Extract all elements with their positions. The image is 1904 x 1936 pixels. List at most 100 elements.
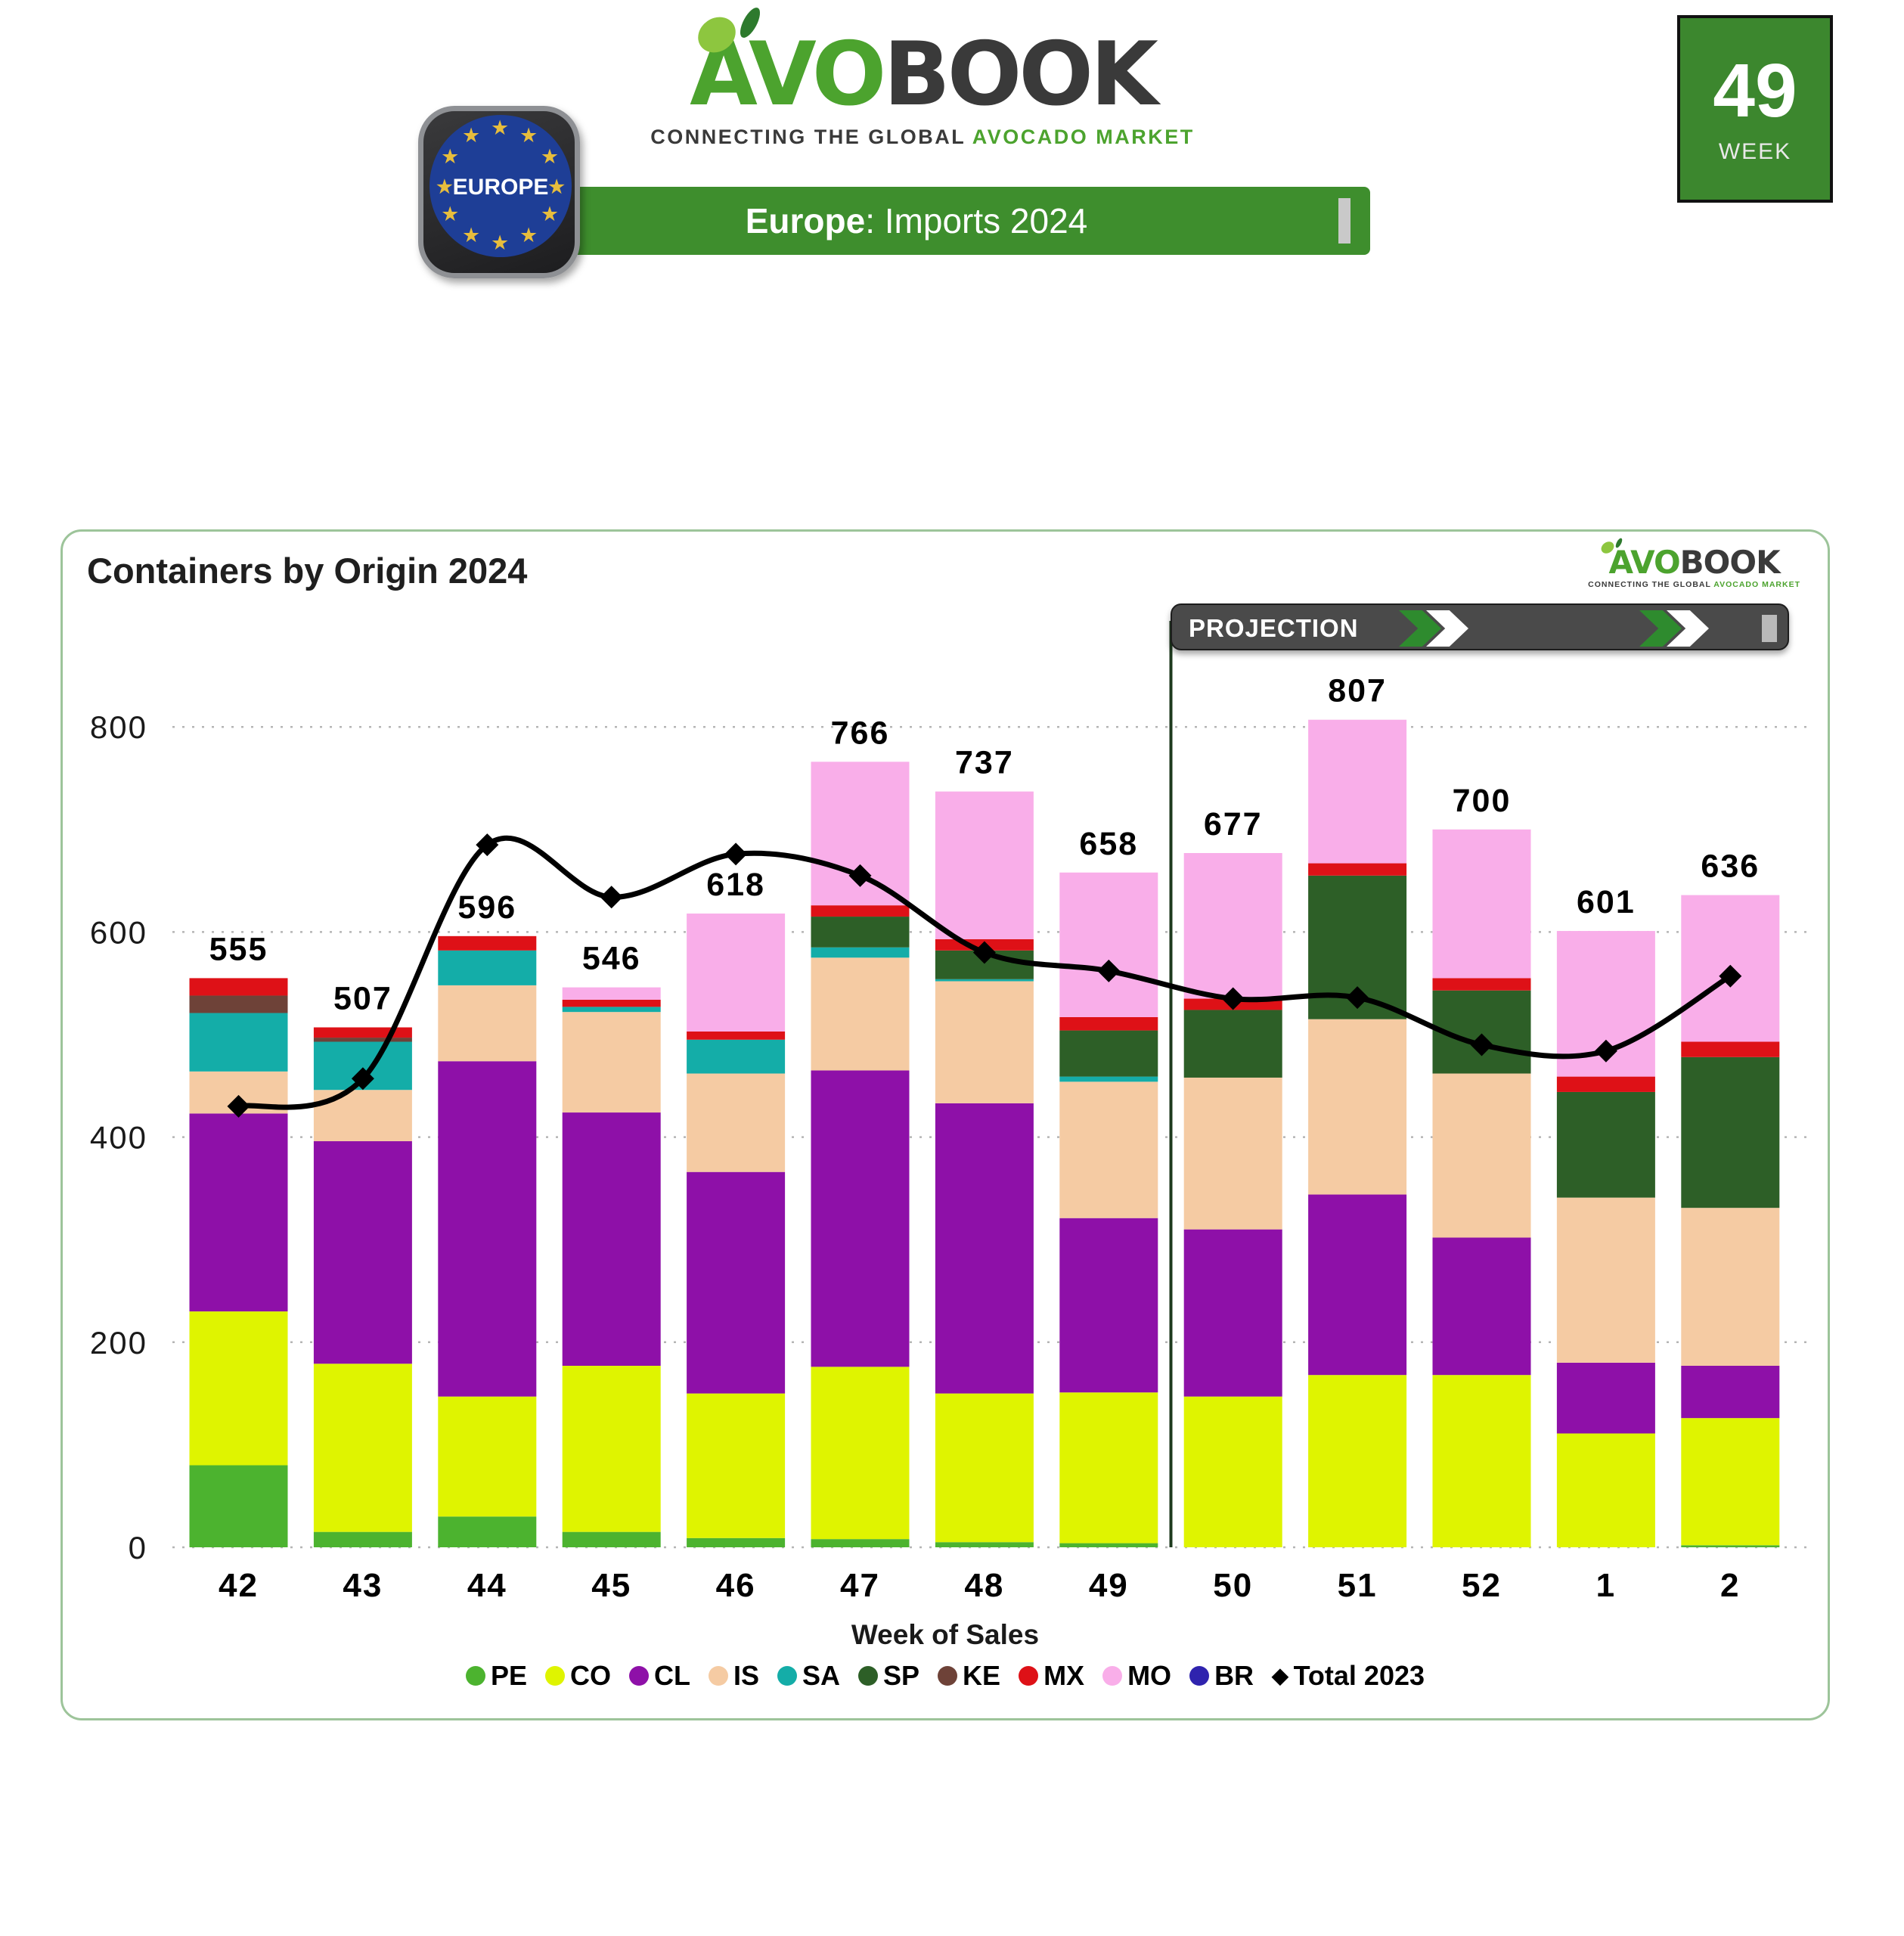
chart-legend: PE CO CL IS SA SP KE MX MO BR ◆ Total 2023	[63, 1660, 1828, 1692]
segment-SP-week-2	[1681, 1056, 1780, 1208]
avobook-logo-text: AVOBOOK	[690, 8, 1158, 121]
segment-SA-week-49	[1059, 1076, 1158, 1082]
x-tick-51: 51	[1338, 1567, 1378, 1604]
eu-star-icon: ★	[540, 145, 560, 168]
bar-week-51	[1308, 719, 1407, 1547]
bar-week-43	[313, 1027, 412, 1547]
segment-CO-week-49	[1059, 1392, 1158, 1544]
segment-MO-week-51	[1308, 719, 1407, 864]
total-label-week-46: 618	[706, 867, 765, 903]
segment-SP-week-50	[1183, 1010, 1282, 1078]
legend-label: CL	[653, 1660, 690, 1691]
mini-logo-tagline: CONNECTING THE GLOBAL AVOCADO MARKET	[1588, 580, 1800, 589]
avobook-logo: AVOBOOK CONNECTING THE GLOBAL AVOCADO MA…	[628, 8, 1217, 149]
projection-endcap	[1762, 615, 1777, 642]
legend-dot-icon	[938, 1666, 958, 1686]
segment-IS-week-46	[687, 1073, 786, 1172]
segment-MX-week-51	[1308, 863, 1407, 876]
legend-label: MX	[1043, 1660, 1085, 1691]
x-tick-49: 49	[1089, 1567, 1129, 1604]
segment-KE-week-43	[313, 1038, 412, 1042]
total-label-week-1: 601	[1577, 884, 1636, 920]
segment-MO-week-49	[1059, 872, 1158, 1017]
legend-label: MO	[1127, 1660, 1172, 1691]
legend-dot-icon	[465, 1666, 485, 1686]
avocado-leaf-icon	[1601, 538, 1623, 554]
banner-region: Europe	[745, 201, 866, 240]
y-tick-600: 600	[90, 914, 147, 950]
legend-item-KE: KE	[938, 1660, 1000, 1692]
total-label-week-43: 507	[333, 981, 392, 1017]
segment-CO-week-43	[313, 1364, 412, 1532]
x-tick-50: 50	[1213, 1567, 1253, 1604]
projection-banner: PROJECTION	[1171, 603, 1789, 650]
segment-IS-week-49	[1059, 1081, 1158, 1218]
segment-IS-week-51	[1308, 1019, 1407, 1195]
total-label-week-51: 807	[1328, 673, 1387, 709]
diamond-marker-44	[476, 833, 499, 857]
segment-CL-week-48	[935, 1103, 1034, 1394]
legend-dot-icon	[777, 1666, 797, 1686]
segment-CL-week-2	[1681, 1365, 1780, 1419]
segment-CL-week-43	[313, 1141, 412, 1364]
bar-week-47	[811, 762, 910, 1547]
logo-tagline: CONNECTING THE GLOBAL AVOCADO MARKET	[628, 126, 1217, 149]
total-label-week-42: 555	[209, 931, 268, 967]
tagline-green: AVOCADO MARKET	[972, 125, 1195, 148]
segment-CO-week-51	[1308, 1375, 1407, 1547]
segment-MX-week-49	[1059, 1016, 1158, 1031]
y-tick-800: 800	[90, 709, 147, 745]
total-label-week-45: 546	[582, 941, 641, 977]
segment-MX-week-44	[438, 935, 537, 951]
bar-week-49	[1059, 872, 1158, 1547]
segment-PE-week-2	[1681, 1545, 1780, 1547]
segment-MO-week-52	[1432, 829, 1531, 979]
segment-SA-week-47	[811, 947, 910, 958]
diamond-marker-51	[1346, 986, 1369, 1010]
legend-diamond-icon: ◆	[1272, 1664, 1288, 1687]
legend-label: Total 2023	[1293, 1660, 1425, 1691]
eu-star-icon: ★	[462, 223, 481, 247]
segment-MX-week-42	[189, 978, 288, 996]
segment-SA-week-42	[189, 1013, 288, 1072]
y-tick-400: 400	[90, 1120, 147, 1156]
bar-week-44	[438, 935, 537, 1547]
total-label-week-44: 596	[457, 889, 516, 926]
y-tick-0: 0	[129, 1530, 147, 1565]
segment-CO-week-1	[1556, 1433, 1655, 1547]
segment-CO-week-47	[811, 1367, 910, 1540]
segment-SA-week-45	[562, 1007, 661, 1013]
segment-MX-week-45	[562, 999, 661, 1007]
diamond-marker-52	[1470, 1033, 1493, 1056]
bar-week-45	[562, 987, 661, 1547]
bar-week-52	[1432, 829, 1531, 1547]
diamond-marker-47	[848, 864, 872, 887]
segment-IS-week-50	[1183, 1077, 1282, 1230]
x-tick-1: 1	[1596, 1567, 1616, 1604]
europe-badge: ★EUROPE★ ★ ★ ★ ★ ★ ★ ★ ★ ★ ★	[418, 106, 580, 278]
diamond-marker-42	[227, 1094, 250, 1118]
diamond-marker-50	[1221, 987, 1245, 1010]
legend-item-CO: CO	[544, 1660, 611, 1692]
legend-label: CO	[569, 1660, 611, 1691]
legend-label: BR	[1214, 1660, 1254, 1691]
legend-item-IS: IS	[708, 1660, 759, 1692]
x-axis-title: Week of Sales	[851, 1619, 1040, 1650]
segment-MO-week-46	[687, 913, 786, 1032]
x-tick-42: 42	[219, 1567, 259, 1604]
segment-PE-week-44	[438, 1516, 537, 1547]
segment-CL-week-42	[189, 1113, 288, 1312]
eu-star-icon: ★	[436, 177, 453, 197]
segment-CL-week-49	[1059, 1218, 1158, 1393]
segment-MX-week-43	[313, 1027, 412, 1038]
segment-CL-week-46	[687, 1171, 786, 1394]
mini-tagline-green: AVOCADO MARKET	[1713, 580, 1800, 589]
eu-star-icon: ★	[462, 124, 481, 147]
segment-CO-week-44	[438, 1396, 537, 1517]
segment-CO-week-45	[562, 1365, 661, 1532]
legend-label: IS	[733, 1660, 759, 1691]
x-tick-52: 52	[1462, 1567, 1502, 1604]
mini-logo-avo: AVO	[1608, 544, 1681, 581]
diamond-marker-49	[1097, 959, 1121, 982]
